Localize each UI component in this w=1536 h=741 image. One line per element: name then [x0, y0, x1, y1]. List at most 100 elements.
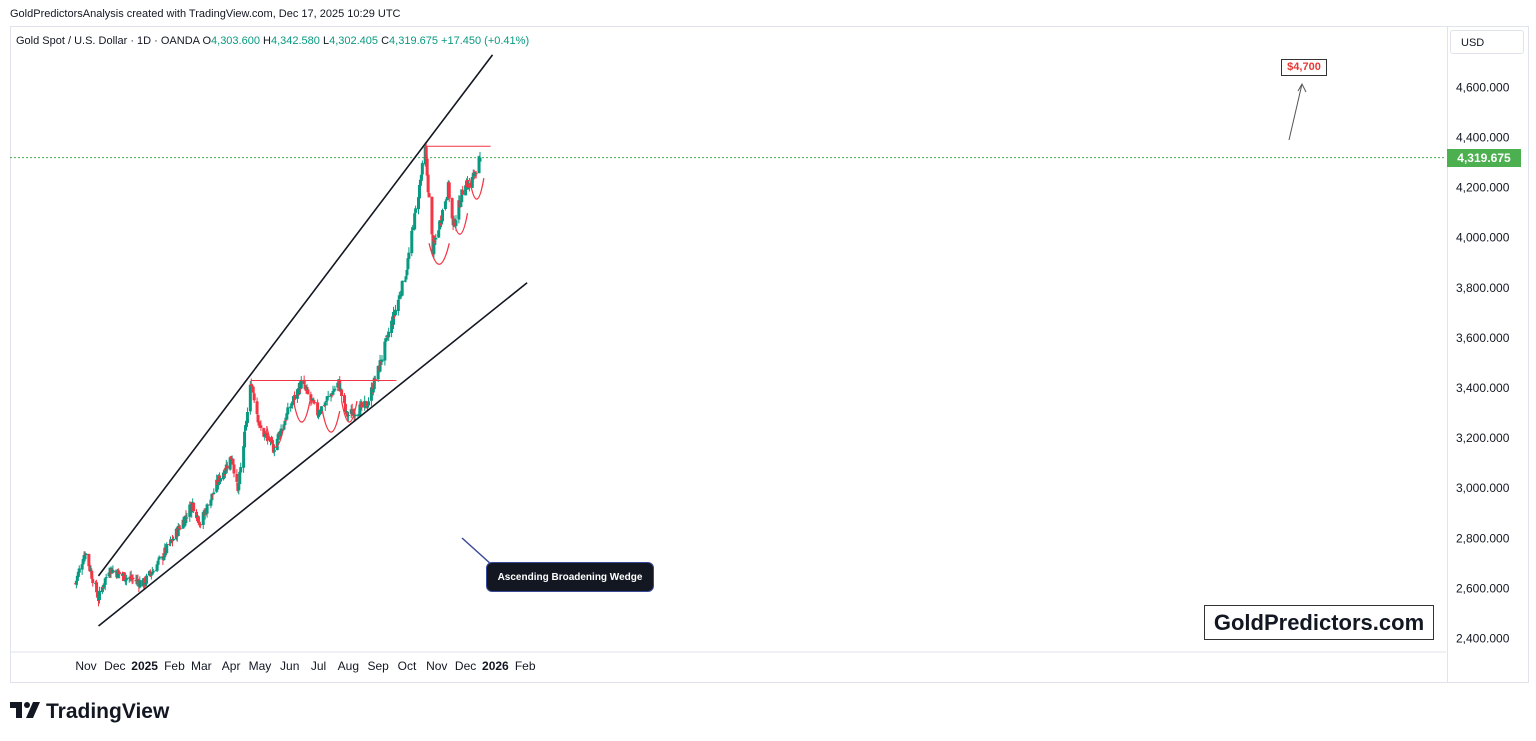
- currency-selector[interactable]: USD: [1450, 30, 1524, 54]
- tradingview-icon: [10, 700, 42, 724]
- candle-body: [124, 577, 128, 581]
- tradingview-logo[interactable]: TradingView: [10, 700, 169, 724]
- candle-body: [441, 210, 445, 222]
- candle-body: [433, 240, 437, 242]
- candle: [392, 306, 396, 330]
- candle-body: [392, 311, 396, 325]
- y-tick-label: 2,800.000: [1456, 531, 1510, 545]
- candle-body: [131, 577, 135, 579]
- candle-body: [426, 174, 430, 193]
- candle-body: [477, 156, 481, 174]
- candle: [192, 502, 196, 514]
- candle-body: [434, 237, 438, 240]
- candle: [390, 316, 394, 338]
- tradingview-wordmark: TradingView: [46, 700, 170, 723]
- candle: [248, 380, 252, 415]
- candle-body: [322, 405, 326, 407]
- candle-body: [289, 406, 293, 409]
- candle: [84, 552, 88, 560]
- candle: [410, 227, 414, 257]
- candle-body: [225, 465, 229, 469]
- x-tick-label: Jul: [311, 659, 326, 673]
- candle-body: [474, 173, 478, 175]
- candle-body: [157, 557, 161, 560]
- y-tick-label: 4,600.000: [1456, 80, 1510, 94]
- candle: [77, 565, 81, 576]
- candle: [239, 462, 243, 475]
- candle-body: [122, 572, 126, 581]
- target-price-label[interactable]: $4,700: [1281, 59, 1327, 76]
- candle: [326, 390, 330, 399]
- candle-body: [269, 437, 273, 440]
- candle-body: [205, 504, 209, 514]
- candle-body: [338, 379, 342, 392]
- y-tick-label: 4,400.000: [1456, 131, 1510, 145]
- price-axis[interactable]: [1447, 26, 1529, 683]
- candle-body: [417, 184, 421, 199]
- candle-body: [87, 554, 91, 567]
- candle-body: [419, 174, 423, 181]
- wedge-callout[interactable]: Ascending Broadening Wedge: [486, 562, 654, 592]
- candle: [306, 386, 310, 395]
- candle-body: [231, 458, 235, 465]
- candle-body: [169, 539, 173, 544]
- candle-body: [460, 189, 464, 203]
- candle: [478, 151, 482, 162]
- candle: [441, 208, 445, 225]
- candle-body: [123, 580, 127, 582]
- candle-body: [299, 379, 303, 389]
- candle: [130, 574, 134, 585]
- candle-body: [459, 203, 463, 207]
- candle-body: [414, 208, 418, 213]
- candle: [165, 542, 169, 555]
- x-tick-label: Dec: [455, 659, 476, 673]
- y-tick-label: 3,400.000: [1456, 381, 1510, 395]
- candle-body: [317, 414, 321, 417]
- candle-body: [176, 525, 180, 537]
- candle-body: [244, 425, 248, 431]
- candle-body: [410, 230, 414, 254]
- symbol-name[interactable]: Gold Spot / U.S. Dollar · 1D · OANDA: [16, 35, 200, 47]
- candle-body: [251, 386, 255, 393]
- cup-arc: [428, 243, 450, 265]
- candle-body: [148, 571, 152, 575]
- candle-body: [407, 252, 411, 259]
- candle-body: [95, 582, 99, 593]
- candle-body: [244, 422, 248, 425]
- candle: [111, 565, 115, 574]
- y-tick-label: 2,600.000: [1456, 581, 1510, 595]
- candle: [122, 572, 126, 582]
- candle: [372, 375, 376, 390]
- candle-body: [438, 220, 442, 230]
- candle-body: [283, 420, 287, 426]
- close-label: C: [381, 35, 390, 47]
- open-value: 4,303.600: [211, 35, 260, 47]
- x-tick-label: Jun: [280, 659, 299, 673]
- candle-body: [144, 582, 148, 585]
- candle-body: [420, 163, 424, 175]
- candle-body: [250, 385, 254, 387]
- candle: [433, 235, 437, 244]
- candle-body: [100, 586, 104, 593]
- candle-body: [212, 492, 216, 495]
- candle: [470, 175, 474, 188]
- candle: [302, 375, 306, 387]
- candle-body: [195, 515, 199, 518]
- candle: [210, 493, 214, 503]
- candle: [252, 391, 256, 404]
- x-tick-label: Nov: [75, 659, 96, 673]
- candle-body: [145, 575, 149, 584]
- chart-pane[interactable]: [10, 26, 1447, 683]
- candle-body: [221, 472, 225, 480]
- candle: [312, 397, 316, 405]
- x-tick-label: May: [249, 659, 272, 673]
- candle-body: [393, 309, 397, 316]
- candle: [360, 400, 364, 411]
- candle-body: [430, 196, 434, 235]
- candle-body: [340, 389, 344, 396]
- candle-body: [165, 544, 169, 554]
- candle-body: [84, 553, 88, 555]
- candle: [151, 568, 155, 573]
- candle: [340, 388, 344, 402]
